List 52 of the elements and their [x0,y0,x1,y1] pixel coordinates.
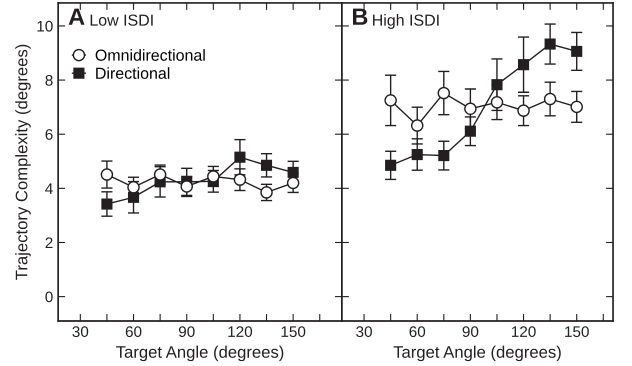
x-tick-label: 30 [72,326,88,338]
x-tick-label: 120 [228,326,252,338]
y-tick-label: 2 [46,237,53,248]
point [286,176,300,190]
point [384,94,397,107]
annotation: B [352,8,368,25]
y-tick-label: 6 [46,129,53,140]
point [180,180,193,193]
point [100,168,114,181]
point [207,170,220,183]
point [464,126,476,137]
point [234,173,246,186]
x-tick-label: 60 [410,326,426,338]
point [234,152,246,163]
y-tick-label: 10 [37,20,53,32]
point [491,79,503,90]
y-axis-title: Trajectory Complexity (degrees) [15,44,31,280]
point [438,150,450,162]
x-tick-label: 30 [356,326,372,338]
x-tick-label: 150 [282,326,306,338]
point [464,102,477,116]
y-tick-label: 4 [45,183,53,194]
annotation: High ISDI [373,14,439,29]
x-tick-label: 60 [126,326,142,338]
point [412,148,423,160]
legend-label: Directional [96,67,170,79]
y-tick-label: 0 [45,291,53,302]
point [490,96,504,109]
point [127,181,140,194]
point [517,104,530,117]
annotation: A [68,8,85,25]
point [544,38,556,50]
point [518,59,530,70]
point [154,168,166,181]
point [544,92,556,106]
point [101,198,112,210]
y-tick-label: 8 [45,74,53,86]
x-tick-label: 90 [462,326,478,338]
x-tick-label: 120 [512,326,536,338]
x-axis-title: Target Angle (degrees) [116,346,284,362]
x-tick-label: 90 [178,326,195,338]
point [410,119,424,132]
x-tick-label: 150 [565,326,589,338]
point [438,86,450,100]
annotation: Low ISDI [90,14,153,26]
point [571,46,582,57]
point [385,160,396,171]
point [260,186,273,199]
point [260,160,272,171]
legend-label: Omnidirectional [96,49,205,61]
x-axis-title: Target Angle (degrees) [394,346,561,362]
point [570,100,583,114]
